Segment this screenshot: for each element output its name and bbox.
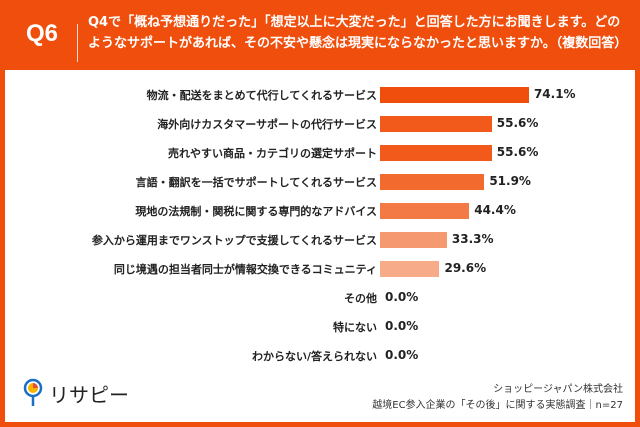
value-label: 55.6% — [496, 116, 539, 130]
value-label: 0.0% — [385, 348, 419, 362]
logo-text: リサピー — [49, 382, 129, 407]
chart-panel: 物流・配送をまとめて代行してくれるサービス 74.1% 海外向けカスタマーサポートの… — [5, 70, 635, 422]
category-label: わからない/答えられない — [251, 350, 377, 363]
company-name: ショッピージャパン株式会社 — [493, 384, 623, 395]
value-label: 0.0% — [385, 319, 419, 333]
category-label: 物流・配送をまとめて代行してくれるサービス — [146, 89, 377, 102]
bar-row: わからない/答えられない 0.0% — [5, 346, 635, 366]
divider — [77, 24, 78, 62]
source: ショッピージャパン株式会社 越境EC参入企業の「その後」に関する実態調査｜n=2… — [372, 382, 623, 414]
bar-row: 海外向けカスタマーサポートの代行サービス 55.6% — [5, 114, 635, 134]
category-label: 言語・翻訳を一括でサポートしてくれるサービス — [135, 176, 377, 189]
question-header: Q6 Q4で「概ね予想通りだった」「想定以上に大変だった」と回答した方にお聞きし… — [0, 0, 640, 70]
value-label: 44.4% — [474, 203, 516, 217]
value-label: 74.1% — [533, 87, 576, 101]
bar-row: 特にない 0.0% — [5, 317, 635, 337]
category-label: 現地の法規制・関税に関する専門的なアドバイス — [135, 205, 377, 218]
category-label: その他 — [344, 292, 377, 305]
logo: リサピー — [23, 378, 129, 408]
bar — [380, 203, 470, 219]
survey-name: 越境EC参入企業の「その後」に関する実態調査｜n=27 — [372, 400, 623, 411]
bar-row: 現地の法規制・関税に関する専門的なアドバイス 44.4% — [5, 201, 635, 221]
question-number: Q6 — [26, 20, 59, 47]
bar — [380, 232, 447, 248]
question-text: Q4で「概ね予想通りだった」「想定以上に大変だった」と回答した方にお聞きします。… — [88, 15, 628, 51]
bar — [380, 87, 529, 103]
category-label: 売れやすい商品・カテゴリの選定サポート — [168, 147, 377, 160]
logo-pin-icon — [23, 378, 43, 406]
bar-row: 売れやすい商品・カテゴリの選定サポート 55.6% — [5, 143, 635, 163]
value-label: 55.6% — [496, 145, 539, 159]
category-label: 同じ境遇の担当者同士が情報交換できるコミュニティ — [113, 263, 377, 276]
value-label: 29.6% — [444, 261, 487, 275]
bar-row: 同じ境遇の担当者同士が情報交換できるコミュニティ 29.6% — [5, 259, 635, 279]
bar-row: 言語・翻訳を一括でサポートしてくれるサービス 51.9% — [5, 172, 635, 192]
bar — [380, 174, 485, 190]
value-label: 33.3% — [451, 232, 494, 246]
category-label: 参入から運用までワンストップで支援してくれるサービス — [91, 234, 377, 247]
bar — [380, 261, 440, 277]
bar — [380, 116, 492, 132]
value-label: 0.0% — [385, 290, 419, 304]
bar-row: その他 0.0% — [5, 288, 635, 308]
bar-row: 参入から運用までワンストップで支援してくれるサービス 33.3% — [5, 230, 635, 250]
value-label: 51.9% — [489, 174, 531, 188]
bar-row: 物流・配送をまとめて代行してくれるサービス 74.1% — [5, 85, 635, 105]
bar — [380, 145, 492, 161]
category-label: 海外向けカスタマーサポートの代行サービス — [157, 118, 377, 131]
category-label: 特にない — [333, 321, 377, 334]
